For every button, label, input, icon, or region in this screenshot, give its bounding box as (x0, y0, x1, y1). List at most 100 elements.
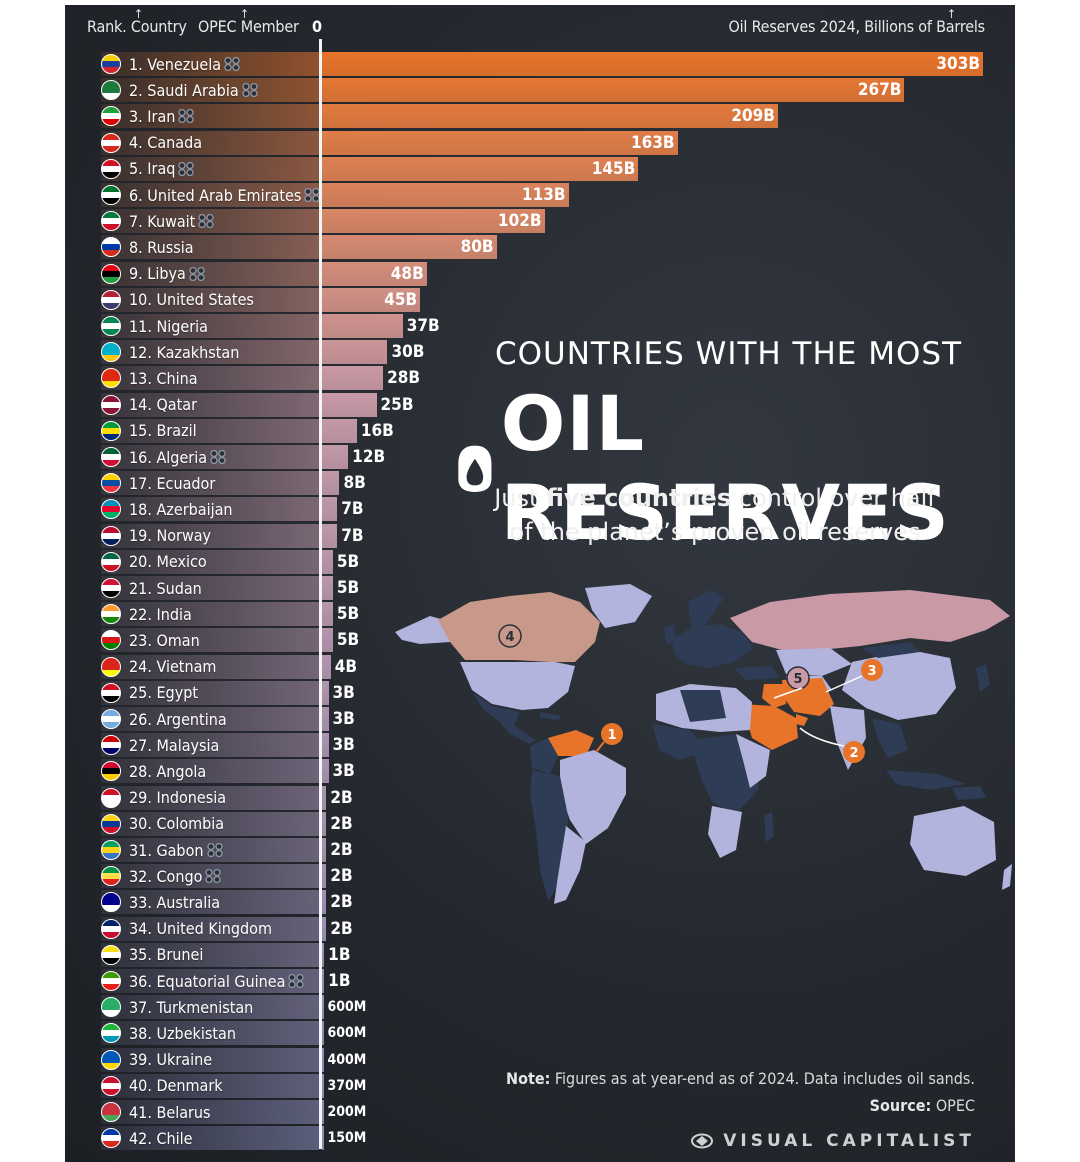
map-libya-algeria (680, 690, 726, 722)
country-name: 11. Nigeria (129, 316, 208, 336)
map-mongolia (862, 642, 920, 658)
opec-member-icon (210, 450, 226, 464)
row-label: 12. Kazakhstan (101, 340, 239, 364)
country-name: 29. Indonesia (129, 788, 227, 808)
note: Note: Figures as at year-end as of 2024.… (506, 1069, 975, 1088)
map-east-africa (736, 734, 770, 788)
row-label: 21. Sudan (101, 576, 202, 600)
country-name: 32. Congo (129, 866, 203, 886)
map-uk (664, 624, 676, 644)
row-label-background (101, 785, 319, 810)
table-row: 20. Mexico 5B (101, 549, 981, 574)
row-label: 28. Angola (101, 759, 206, 783)
row-label: 17. Ecuador (101, 471, 215, 495)
row-label-background (101, 366, 319, 391)
row-label-background (101, 418, 319, 443)
row-label-background (101, 1100, 319, 1124)
country-flag-icon (101, 54, 121, 74)
bar (322, 1073, 324, 1098)
country-flag-icon (101, 473, 121, 494)
row-label-background (101, 1047, 319, 1072)
data-label: 163B (631, 132, 675, 153)
bar (322, 969, 325, 993)
country-flag-icon (101, 1102, 121, 1122)
bar (322, 287, 421, 312)
data-label: 16B (360, 420, 394, 441)
country-name: 17. Ecuador (129, 473, 216, 493)
row-label: 36. Equatorial Guinea (101, 969, 305, 993)
axis-zero-label: 0 (312, 17, 323, 36)
row-label: 14. Qatar (101, 393, 197, 417)
map-andes (530, 770, 568, 900)
country-name: 24. Vietnam (129, 657, 217, 677)
country-flag-icon (101, 263, 121, 284)
row-label-background (101, 183, 319, 207)
table-row: 41. Belarus 200M (101, 1100, 981, 1124)
data-label: 200M (327, 1104, 367, 1120)
bar (322, 52, 983, 76)
country-name: 36. Equatorial Guinea (129, 971, 286, 991)
country-name: 30. Colombia (129, 814, 225, 834)
country-name: 39. Ukraine (129, 1050, 213, 1070)
map-brazil (560, 750, 626, 844)
map-caribbean (540, 712, 562, 720)
bar (322, 156, 639, 181)
row-label: 33. Australia (101, 890, 220, 914)
bar (322, 864, 327, 889)
bar (322, 209, 545, 234)
bar (322, 680, 329, 705)
map-marker-2: 2 (799, 727, 865, 763)
country-name: 25. Egypt (129, 683, 198, 703)
opec-member-icon (206, 843, 223, 857)
bar (322, 1126, 324, 1151)
country-name: 8. Russia (129, 237, 194, 257)
table-row: 32. Congo 2B (101, 864, 981, 889)
map-greenland (585, 584, 652, 628)
table-row: 18. Azerbaijan 7B (101, 497, 981, 522)
table-row: 15. Brazil 16B (101, 418, 981, 443)
country-name: 14. Qatar (129, 395, 197, 415)
map-mexico (472, 692, 520, 726)
row-label-background (101, 78, 319, 103)
row-label: 2. Saudi Arabia (101, 78, 258, 102)
country-name: 2. Saudi Arabia (129, 80, 239, 100)
opec-member-icon (304, 188, 321, 202)
country-name: 35. Brunei (129, 945, 204, 965)
country-name: 15. Brazil (129, 421, 197, 441)
row-label: 5. Iraq (101, 157, 195, 181)
bar (322, 497, 338, 522)
data-label: 7B (341, 525, 364, 546)
data-label: 150M (327, 1130, 367, 1147)
row-label: 25. Egypt (101, 681, 198, 705)
bar (322, 183, 569, 207)
row-label: 41. Belarus (101, 1100, 211, 1124)
header-reserves-arrow: ↑ (947, 7, 957, 21)
data-label: 2B (330, 918, 353, 939)
oil-drop-icon (458, 445, 492, 493)
table-row: 17. Ecuador 8B (101, 471, 981, 496)
table-row: 30. Colombia 2B (101, 811, 981, 836)
subtitle-bold: five countries (546, 484, 732, 512)
data-label: 370M (327, 1077, 367, 1094)
country-flag-icon (101, 499, 121, 520)
table-row: 29. Indonesia 2B (101, 785, 981, 810)
opec-member-icon (205, 869, 222, 884)
table-row: 22. India 5B (101, 602, 981, 627)
data-label: 30B (391, 342, 425, 363)
row-label-background (101, 497, 319, 522)
data-label: 3B (332, 709, 355, 729)
row-label-background (101, 314, 319, 338)
data-label: 28B (387, 368, 421, 389)
table-row: 4. Canada 163B (101, 130, 981, 155)
data-label: 400M (327, 1051, 367, 1068)
source: Source: OPEC (870, 1096, 975, 1115)
country-flag-icon (101, 132, 121, 153)
svg-text:4: 4 (505, 630, 514, 645)
country-name: 22. India (129, 604, 192, 624)
subtitle-line2: of the planet’s proven oil reserves (509, 518, 921, 546)
table-row: 14. Qatar 25B (101, 392, 981, 417)
row-label-background (101, 104, 319, 129)
bar (322, 392, 377, 417)
bar (322, 235, 497, 260)
row-label: 38. Uzbekistan (101, 1021, 236, 1045)
